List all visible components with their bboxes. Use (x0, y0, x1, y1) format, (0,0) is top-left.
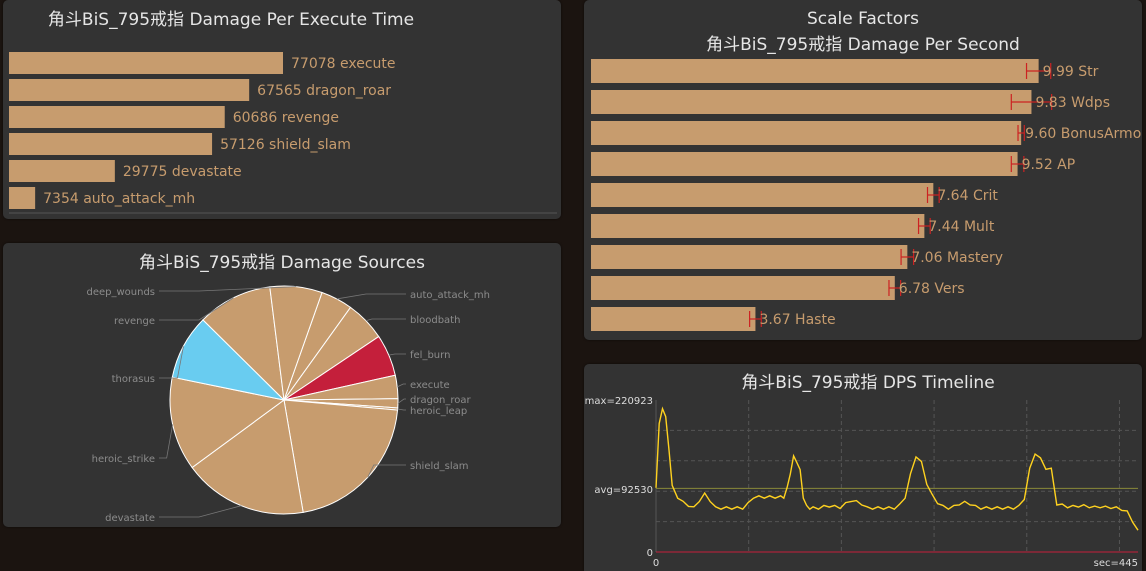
scale-factors-title: Scale Factors (807, 9, 919, 29)
pie-leader-deep_wounds (159, 286, 297, 292)
execute-bar-dragon_roar (9, 79, 250, 101)
execute-bar-shield_slam (9, 133, 213, 155)
dps-timeline-panel: 角斗BiS_795戒指 DPS Timeline max=220923 avg=… (584, 364, 1142, 571)
scale-bar-label-BonusArmor: 9.60 BonusArmor (1025, 126, 1142, 142)
execute-bar-revenge (9, 106, 225, 128)
pie-leader-revenge (159, 297, 234, 321)
pie-slice-deep_wounds (269, 285, 323, 401)
pie-slice-shield_slam (283, 399, 399, 513)
dps-timeline-zero-label: 0 (647, 548, 653, 559)
execute-time-panel: 角斗BiS_795戒指 Damage Per Execute Time 7707… (3, 0, 561, 219)
scale-bar-label-Vers: 6.78 Vers (899, 281, 965, 297)
dps-timeline-max-label: max=220923 (585, 396, 653, 407)
pie-leader-heroic_strike (159, 424, 174, 459)
pie-slice-devastate (191, 399, 304, 515)
scale-bar-label-Haste: 3.67 Haste (759, 312, 835, 328)
execute-bar-execute (9, 52, 283, 74)
scale-factors-panel: Scale Factors 角斗BiS_795戒指 Damage Per Sec… (584, 0, 1142, 340)
dps-timeline-x-start-label: 0 (653, 558, 659, 569)
pie-label-deep_wounds: deep_wounds (86, 287, 155, 298)
pie-leader-shield_slam (367, 464, 406, 478)
pie-label-dragon_roar: dragon_roar (410, 395, 472, 406)
execute-bar-auto_attack_mh (9, 187, 36, 209)
pie-leader-dragon_roar (397, 398, 406, 404)
execute-bar-label-shield_slam: 57126 shield_slam (220, 137, 351, 153)
scale-bar-Crit (591, 183, 934, 207)
damage-sources-panel: 角斗BiS_795戒指 Damage Sources auto_attack_m… (3, 243, 561, 527)
damage-sources-chart: 角斗BiS_795戒指 Damage Sources auto_attack_m… (86, 253, 490, 524)
pie-label-heroic_strike: heroic_strike (92, 454, 155, 465)
scale-factors-chart: Scale Factors 角斗BiS_795戒指 Damage Per Sec… (591, 9, 1142, 331)
pie-leader-bloodbath (365, 318, 406, 322)
pie-label-bloodbath: bloodbath (410, 315, 460, 326)
pie-label-shield_slam: shield_slam (410, 461, 468, 472)
scale-bar-AP (591, 152, 1018, 176)
pie-leader-fel_burn (388, 353, 406, 356)
execute-time-chart: 角斗BiS_795戒指 Damage Per Execute Time 7707… (9, 10, 557, 214)
scale-bar-Wdps (591, 90, 1032, 114)
execute-bar-label-revenge: 60686 revenge (233, 110, 339, 126)
pie-label-execute: execute (410, 380, 450, 391)
timeline-dps-line (655, 406, 1139, 531)
pie-label-auto_attack_mh: auto_attack_mh (410, 290, 490, 301)
scale-bar-label-Wdps: 9.83 Wdps (1035, 95, 1110, 111)
scale-bar-Haste (591, 307, 756, 331)
scale-factors-subtitle: 角斗BiS_795戒指 Damage Per Second (706, 35, 1020, 55)
execute-bar-label-execute: 77078 execute (291, 56, 396, 72)
pie-slice-heroic_strike (169, 376, 286, 469)
pie-leader-devastate (159, 505, 242, 518)
scale-bar-label-Str: 9.99 Str (1043, 64, 1099, 80)
pie-label-revenge: revenge (114, 316, 155, 327)
dps-timeline-avg-label: avg=92530 (594, 485, 653, 496)
scale-bar-label-Mastery: 7.06 Mastery (911, 250, 1003, 266)
pie-label-devastate: devastate (105, 513, 155, 524)
scale-bar-Mastery (591, 245, 908, 269)
pie-leader-heroic_leap (397, 408, 406, 411)
execute-bar-label-devastate: 29775 devastate (123, 164, 242, 180)
pie-label-heroic_leap: heroic_leap (410, 406, 467, 417)
pie-leader-auto_attack_mh (336, 293, 406, 300)
scale-bar-label-Mult: 7.44 Mult (928, 219, 994, 235)
execute-time-title: 角斗BiS_795戒指 Damage Per Execute Time (48, 10, 414, 30)
pie-label-fel_burn: fel_burn (410, 350, 450, 361)
scale-bar-BonusArmor (591, 121, 1022, 145)
execute-bar-label-auto_attack_mh: 7354 auto_attack_mh (43, 191, 195, 207)
scale-bar-label-Crit: 7.64 Crit (937, 188, 998, 204)
dps-timeline-chart: 角斗BiS_795戒指 DPS Timeline max=220923 avg=… (585, 373, 1139, 569)
dps-timeline-title: 角斗BiS_795戒指 DPS Timeline (741, 373, 994, 393)
execute-bar-devastate (9, 160, 115, 182)
scale-bar-label-AP: 9.52 AP (1022, 157, 1076, 173)
damage-sources-title: 角斗BiS_795戒指 Damage Sources (139, 253, 425, 273)
execute-bar-label-dragon_roar: 67565 dragon_roar (257, 83, 391, 99)
scale-bar-Mult (591, 214, 925, 238)
dps-timeline-x-end-label: sec=445 (1094, 558, 1138, 569)
pie-label-thorasus: thorasus (112, 374, 155, 385)
pie-leader-execute (397, 383, 406, 388)
scale-bar-Str (591, 59, 1039, 83)
pie-leader-thorasus (159, 346, 184, 379)
scale-bar-Vers (591, 276, 895, 300)
